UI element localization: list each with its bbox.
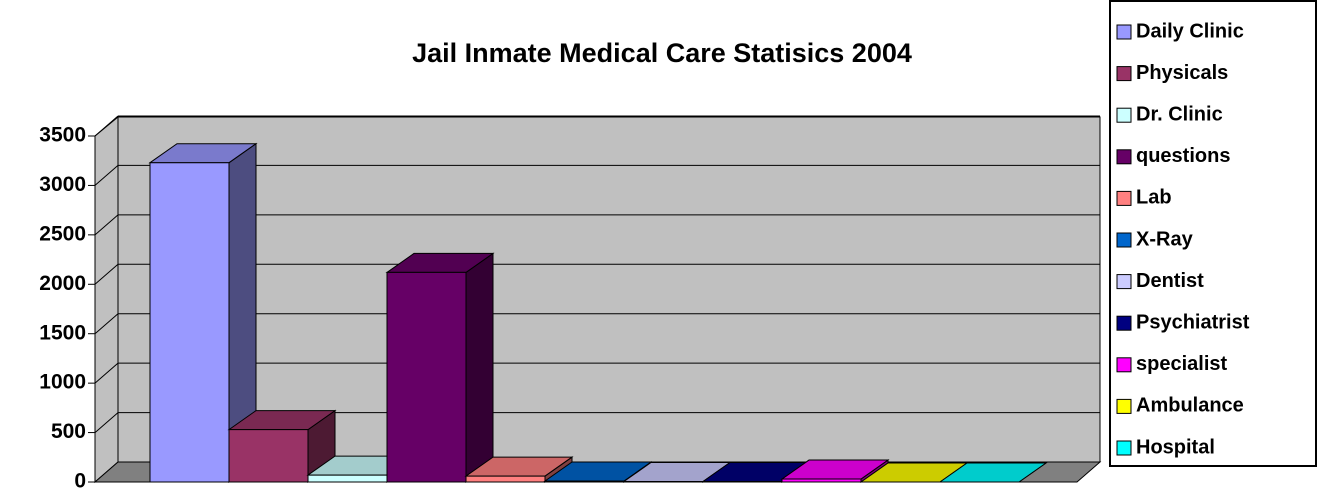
grid-line [94,313,119,335]
legend-label: Dentist [1136,270,1204,292]
bar-face [465,252,494,483]
legend-label: Daily Clinic [1136,20,1244,42]
y-tick-label: 3000 [39,173,86,196]
bar-face [386,271,467,483]
legend-label: Psychiatrist [1136,311,1250,333]
y-tick-label: 500 [51,420,86,443]
legend-swatch [1116,66,1132,82]
bar-face [149,162,230,483]
legend-swatch [1116,357,1132,373]
legend-label: Physicals [1136,62,1228,84]
grid-line [94,165,119,186]
legend-label: specialist [1136,353,1228,375]
bar [148,142,258,483]
bar-face [307,474,388,483]
legend-label: Lab [1136,187,1172,209]
bar [385,252,495,483]
y-tick-label: 0 [74,470,86,492]
grid-line [94,362,119,384]
grid-line [94,263,119,285]
grid-line [94,412,119,433]
legend [1109,0,1317,467]
bar-face [781,478,862,483]
side-wall [94,115,119,484]
legend-label: Hospital [1136,436,1215,458]
y-tick-label: 2000 [39,272,86,295]
legend-label: X-Ray [1136,228,1194,250]
bar [938,462,1048,483]
legend-swatch [1116,440,1132,456]
legend-swatch [1116,232,1132,248]
legend-label: questions [1136,145,1230,167]
bar [227,409,337,483]
bar-face [228,429,309,483]
legend-label: Dr. Clinic [1136,103,1223,125]
legend-swatch [1116,315,1132,331]
y-tick-label: 3500 [39,124,86,147]
bar-face [465,475,546,483]
legend-swatch [1116,274,1132,290]
legend-swatch [1116,398,1132,414]
bar-face [544,480,625,483]
legend-swatch [1116,107,1132,123]
grid-line [94,115,119,137]
legend-swatch [1116,190,1132,206]
legend-swatch [1116,149,1132,165]
y-tick-label: 2500 [39,222,86,245]
y-tick-label: 1500 [39,321,86,344]
legend-swatch [1116,24,1132,40]
chart-title: Jail Inmate Medical Care Statisics 2004 [412,38,912,68]
y-tick-label: 1000 [39,371,86,394]
legend-label: Ambulance [1136,395,1244,417]
grid-line [94,214,119,236]
